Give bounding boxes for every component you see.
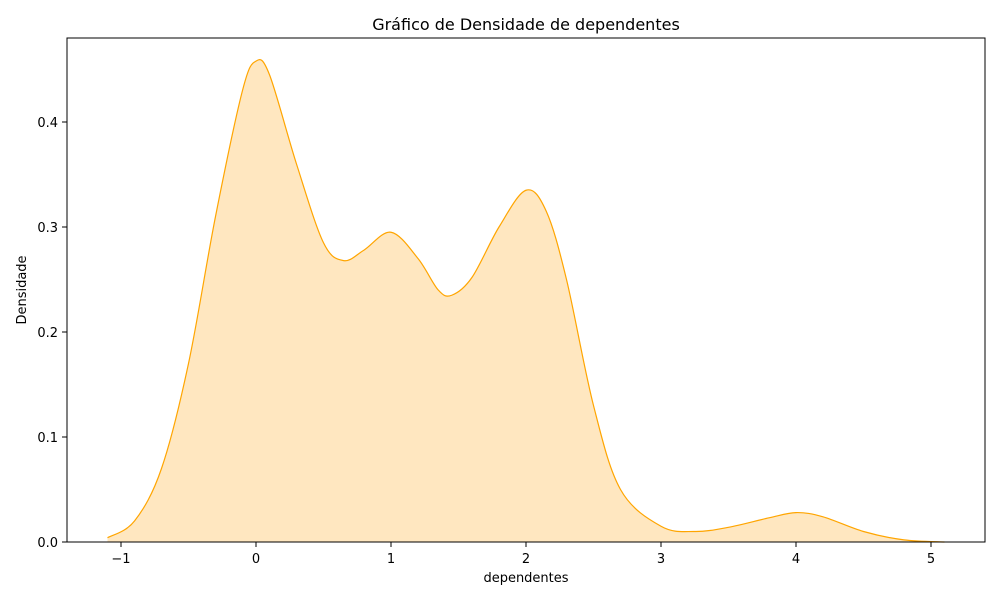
y-tick-label: 0.0: [37, 536, 58, 551]
density-area-fill: [107, 59, 945, 543]
y-tick-label: 0.2: [37, 326, 58, 341]
x-tick-label: 4: [792, 552, 800, 567]
x-tick-label: 3: [657, 552, 665, 567]
plot-area: [107, 59, 945, 543]
x-tick-label: −1: [111, 552, 130, 567]
y-axis: 0.0 0.1 0.2 0.3 0.4: [37, 116, 67, 551]
y-tick-label: 0.3: [37, 221, 58, 236]
x-tick-label: 0: [252, 552, 260, 567]
x-axis: −1 0 1 2 3 4 5: [111, 542, 935, 567]
x-tick-label: 1: [387, 552, 395, 567]
y-tick-label: 0.1: [37, 431, 58, 446]
x-axis-label: dependentes: [483, 571, 568, 586]
density-curve-line: [107, 59, 945, 543]
chart-title: Gráfico de Densidade de dependentes: [372, 15, 680, 34]
x-tick-label: 2: [522, 552, 530, 567]
y-tick-label: 0.4: [37, 116, 58, 131]
y-axis-label: Densidade: [15, 255, 30, 324]
x-tick-label: 5: [927, 552, 935, 567]
